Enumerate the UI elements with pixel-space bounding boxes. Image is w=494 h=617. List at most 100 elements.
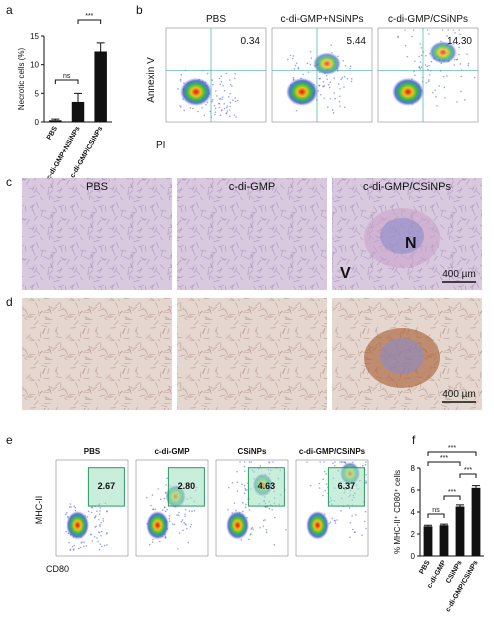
flow-event [424, 64, 427, 66]
flow-event [220, 80, 223, 83]
error-bar [456, 504, 464, 507]
flow-event [166, 477, 168, 479]
flow-event [98, 518, 100, 521]
flow-event [98, 548, 101, 551]
flow-event [177, 548, 179, 550]
flow-event [223, 107, 226, 110]
flow-event [343, 86, 345, 88]
flow-event [446, 75, 448, 77]
flow-event [178, 511, 180, 514]
flow-event [179, 105, 181, 107]
histology-image [22, 298, 172, 410]
flow-event [319, 77, 321, 80]
flow-event [459, 63, 462, 65]
flow-event [145, 496, 148, 499]
significance-label: *** [440, 455, 448, 462]
histology-title: PBS [86, 181, 108, 193]
flow-event [420, 47, 423, 49]
flow-event [166, 508, 168, 511]
flow-event [322, 478, 324, 480]
flow-event [68, 541, 70, 544]
flow-event [459, 33, 461, 36]
flow-event [100, 534, 102, 537]
flow-event [337, 83, 340, 85]
flow-event [216, 95, 218, 97]
flow-event [426, 29, 429, 31]
flow-event [250, 533, 252, 535]
flow-event [427, 80, 430, 83]
flow-event [365, 474, 367, 476]
flow-event [231, 481, 234, 484]
error-bar [74, 92, 82, 102]
flow-event [324, 489, 327, 492]
flow-event [350, 78, 353, 80]
flow-event [228, 486, 230, 489]
panel-label: f [412, 433, 416, 447]
flow-event [100, 521, 103, 524]
flow-event [466, 53, 468, 55]
flow-event [435, 95, 437, 98]
flow-event [223, 90, 226, 92]
y-tick-label: 10 [30, 61, 39, 70]
panel-label: a [6, 3, 13, 17]
flow-event [333, 519, 336, 522]
flow-event [404, 29, 406, 31]
significance-label: *** [448, 445, 456, 452]
histology-image [177, 178, 327, 290]
flow-event [232, 99, 234, 101]
flow-event [306, 461, 308, 463]
flow-event [297, 66, 300, 69]
flow-event [351, 514, 353, 517]
flow-event [212, 83, 214, 86]
flow-event [343, 75, 346, 78]
y-tick-label: 0 [35, 118, 40, 127]
flow-event [154, 508, 157, 511]
flow-event [428, 79, 430, 81]
flow-event [349, 67, 351, 70]
y-tick-label: 5 [35, 89, 40, 98]
flow-event [151, 541, 154, 543]
flow-event [292, 55, 295, 57]
flow-event [71, 545, 74, 548]
flow-event [234, 77, 236, 80]
flow-event [201, 106, 203, 109]
flow-event [331, 517, 334, 520]
significance-bracket [427, 451, 477, 456]
flow-plot-title: c-di-GMP [154, 447, 190, 456]
flow-event [365, 527, 367, 530]
flow-event [329, 521, 332, 524]
flow-event [229, 109, 231, 111]
flow-event [218, 77, 221, 80]
flow-event [326, 78, 329, 80]
flow-axis-title: CD80 [46, 564, 69, 574]
flow-axis-title: PI [156, 140, 165, 151]
flow-event [185, 527, 188, 530]
flow-event [244, 489, 247, 491]
flow-event [228, 115, 231, 117]
flow-event [341, 461, 343, 463]
flow-event [434, 89, 436, 91]
flow-plot-title: c-di-GMP/CSiNPs [388, 14, 468, 25]
flow-event [243, 465, 246, 468]
flow-event [309, 484, 312, 487]
flow-event [365, 481, 367, 484]
flow-event [319, 93, 322, 96]
flow-event [241, 483, 243, 486]
flow-event [157, 488, 160, 490]
flow-event [265, 528, 268, 531]
histology-title: c-di-GMP [229, 181, 275, 193]
flow-event [90, 533, 92, 536]
flow-event [322, 494, 324, 497]
flow-event [286, 58, 289, 61]
flow-event [364, 463, 367, 466]
flow-event [164, 510, 167, 513]
lesion-core [380, 218, 424, 254]
flow-event [418, 66, 421, 69]
flow-event [323, 97, 326, 99]
flow-event [215, 90, 217, 92]
flow-event [102, 517, 104, 520]
flow-event [183, 521, 185, 524]
flow-event [183, 109, 185, 112]
flow-density [392, 77, 424, 107]
flow-event [178, 532, 181, 534]
